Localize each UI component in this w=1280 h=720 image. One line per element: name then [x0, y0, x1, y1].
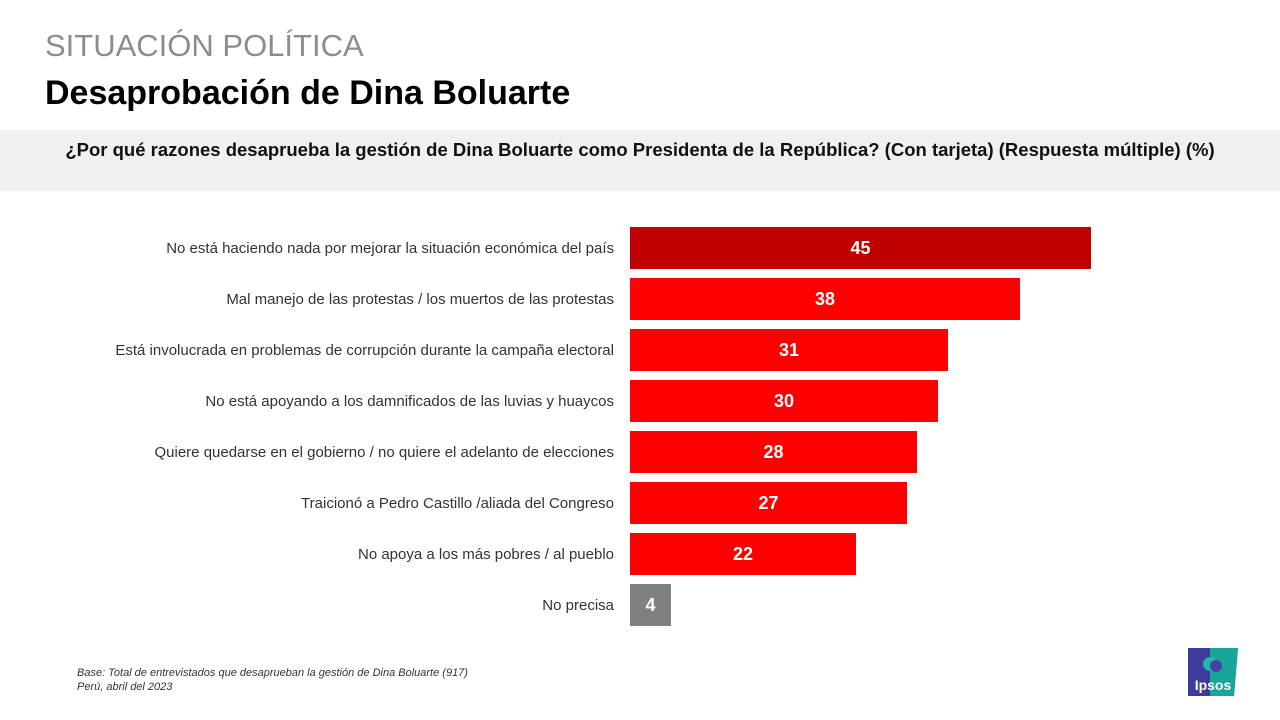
- category-label-text: Quiere quedarse en el gobierno / no quie…: [154, 443, 615, 461]
- bar-value-label: 38: [814, 288, 836, 309]
- question-band: [0, 130, 1280, 191]
- category-label: No precisa: [94, 581, 614, 629]
- category-label-text: Traicionó a Pedro Castillo /aliada del C…: [301, 494, 614, 512]
- category-label-text: Mal manejo de las protestas / los muerto…: [226, 290, 614, 308]
- bar: 22: [630, 533, 856, 575]
- footnote: Base: Total de entrevistados que desapru…: [77, 666, 468, 694]
- category-label-text: Está involucrada en problemas de corrupc…: [115, 341, 614, 359]
- category-label: No está apoyando a los damnificados de l…: [94, 377, 614, 425]
- category-label-text: No apoya a los más pobres / al pueblo: [358, 545, 614, 563]
- category-label: Está involucrada en problemas de corrupc…: [94, 326, 614, 374]
- category-label: No está haciendo nada por mejorar la sit…: [94, 224, 614, 272]
- ipsos-logo: Ipsos: [1188, 648, 1238, 696]
- category-label: No apoya a los más pobres / al pueblo: [94, 530, 614, 578]
- bar-value-label: 27: [758, 492, 779, 513]
- category-label: Traicionó a Pedro Castillo /aliada del C…: [94, 479, 614, 527]
- section-title: SITUACIÓN POLÍTICA: [45, 28, 364, 63]
- bar: 31: [630, 329, 948, 371]
- category-label: Mal manejo de las protestas / los muerto…: [94, 275, 614, 323]
- category-label-text: No está haciendo nada por mejorar la sit…: [166, 239, 614, 257]
- bar-value-label: 4: [645, 594, 656, 615]
- category-label-text: No precisa: [542, 596, 614, 614]
- bar: 45: [630, 227, 1091, 269]
- bar-value-label: 45: [850, 237, 871, 258]
- footnote-base: Base: Total de entrevistados que desapru…: [77, 667, 468, 679]
- category-label: Quiere quedarse en el gobierno / no quie…: [94, 428, 615, 476]
- footnote-date: Perú, abril del 2023: [77, 681, 173, 693]
- bar: 30: [630, 380, 938, 422]
- question-text: ¿Por qué razones desaprueba la gestión d…: [65, 139, 1215, 160]
- bar-value-label: 22: [732, 543, 754, 564]
- bar-value-label: 28: [763, 441, 784, 462]
- bar: 27: [630, 482, 907, 524]
- bar: 4: [630, 584, 671, 626]
- bar-value-label: 31: [778, 339, 800, 360]
- bar: 28: [630, 431, 917, 473]
- logo-text: Ipsos: [1195, 677, 1232, 693]
- bar-value-label: 30: [773, 390, 795, 411]
- category-label-text: No está apoyando a los damnificados de l…: [205, 392, 614, 410]
- bar: 38: [630, 278, 1020, 320]
- page-title: Desaprobación de Dina Boluarte: [45, 74, 571, 112]
